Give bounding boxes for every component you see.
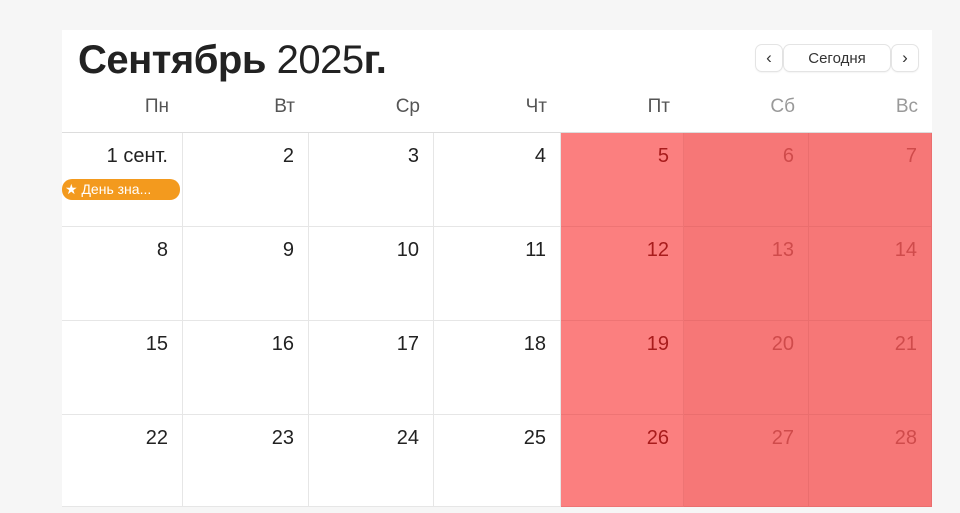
day-cell[interactable]: 7 [809, 133, 932, 227]
day-cell[interactable]: 18 [434, 321, 561, 415]
day-cell[interactable]: 15 [62, 321, 183, 415]
page-title: Сентябрь 2025г. [78, 38, 387, 83]
day-number: 7 [905, 145, 917, 167]
day-cell[interactable]: 22 [62, 415, 183, 507]
day-cell[interactable]: 26 [561, 415, 684, 507]
day-number: 24 [396, 427, 419, 449]
day-number: 22 [145, 427, 168, 449]
day-cell[interactable]: 6 [684, 133, 809, 227]
chevron-left-icon[interactable]: ‹ [756, 45, 782, 71]
today-button[interactable]: Сегодня [784, 45, 890, 71]
day-number: 20 [771, 333, 794, 355]
weekday-label: Чт [525, 96, 547, 117]
day-cell[interactable]: 10 [309, 227, 434, 321]
day-cell[interactable]: 27 [684, 415, 809, 507]
day-cell[interactable]: 11 [434, 227, 561, 321]
day-cell[interactable]: 2 [183, 133, 309, 227]
day-number: 14 [894, 239, 917, 261]
day-number: 17 [396, 333, 419, 355]
day-number: 18 [523, 333, 546, 355]
day-cell[interactable]: 12 [561, 227, 684, 321]
weekday-label: Вс [895, 96, 918, 117]
day-number: 10 [396, 239, 419, 261]
day-cell[interactable]: 14 [809, 227, 932, 321]
day-cell[interactable]: 4 [434, 133, 561, 227]
day-number: 1 сент. [106, 145, 168, 167]
event-pill[interactable]: ★ День зна... [62, 179, 180, 200]
month-grid: 1 сент. ★ День зна... 2 3 4 5 6 7 8 9 10 11 12 13 14 15… [62, 132, 932, 507]
year-suffix: г. [363, 38, 387, 82]
day-number: 11 [525, 239, 546, 261]
day-number: 27 [771, 427, 794, 449]
day-cell[interactable]: 9 [183, 227, 309, 321]
chevron-right-icon[interactable]: › [892, 45, 918, 71]
day-cell[interactable]: 13 [684, 227, 809, 321]
day-number: 8 [156, 239, 168, 261]
day-cell[interactable]: 3 [309, 133, 434, 227]
day-number: 23 [271, 427, 294, 449]
day-cell[interactable]: 20 [684, 321, 809, 415]
day-cell[interactable]: 19 [561, 321, 684, 415]
weekday-label: Пн [144, 96, 169, 117]
day-number: 5 [657, 145, 669, 167]
day-cell[interactable]: 28 [809, 415, 932, 507]
day-number: 26 [646, 427, 669, 449]
month-label: Сентябрь [78, 38, 266, 82]
day-cell[interactable]: 21 [809, 321, 932, 415]
day-cell[interactable]: 24 [309, 415, 434, 507]
day-number: 16 [271, 333, 294, 355]
day-number: 19 [646, 333, 669, 355]
day-cell[interactable]: 1 сент. ★ День зна... [62, 133, 183, 227]
year-label: 2025 [276, 38, 364, 82]
day-number: 3 [407, 145, 419, 167]
weekday-label: Вт [274, 96, 295, 117]
day-number: 13 [771, 239, 794, 261]
day-cell[interactable]: 8 [62, 227, 183, 321]
day-cell[interactable]: 25 [434, 415, 561, 507]
event-title: День зна... [81, 181, 152, 197]
month-navigation: ‹ Сегодня › [756, 45, 918, 71]
day-number: 21 [894, 333, 917, 355]
star-icon: ★ [65, 181, 78, 197]
weekday-label: Пт [647, 96, 670, 117]
day-number: 25 [523, 427, 546, 449]
day-number: 4 [534, 145, 546, 167]
day-number: 9 [282, 239, 294, 261]
day-number: 12 [646, 239, 669, 261]
day-cell[interactable]: 5 [561, 133, 684, 227]
day-number: 15 [145, 333, 168, 355]
day-cell[interactable]: 16 [183, 321, 309, 415]
calendar-month-view: Сентябрь 2025г. ‹ Сегодня › Пн Вт Ср Чт Пт Сб… [62, 30, 932, 507]
weekday-label: Сб [770, 96, 795, 117]
weekday-header: Пн Вт Ср Чт Пт Сб Вс [62, 96, 932, 132]
day-cell[interactable]: 17 [309, 321, 434, 415]
day-number: 28 [894, 427, 917, 449]
weekday-label: Ср [395, 96, 420, 117]
day-number: 6 [782, 145, 794, 167]
day-cell[interactable]: 23 [183, 415, 309, 507]
day-number: 2 [282, 145, 294, 167]
